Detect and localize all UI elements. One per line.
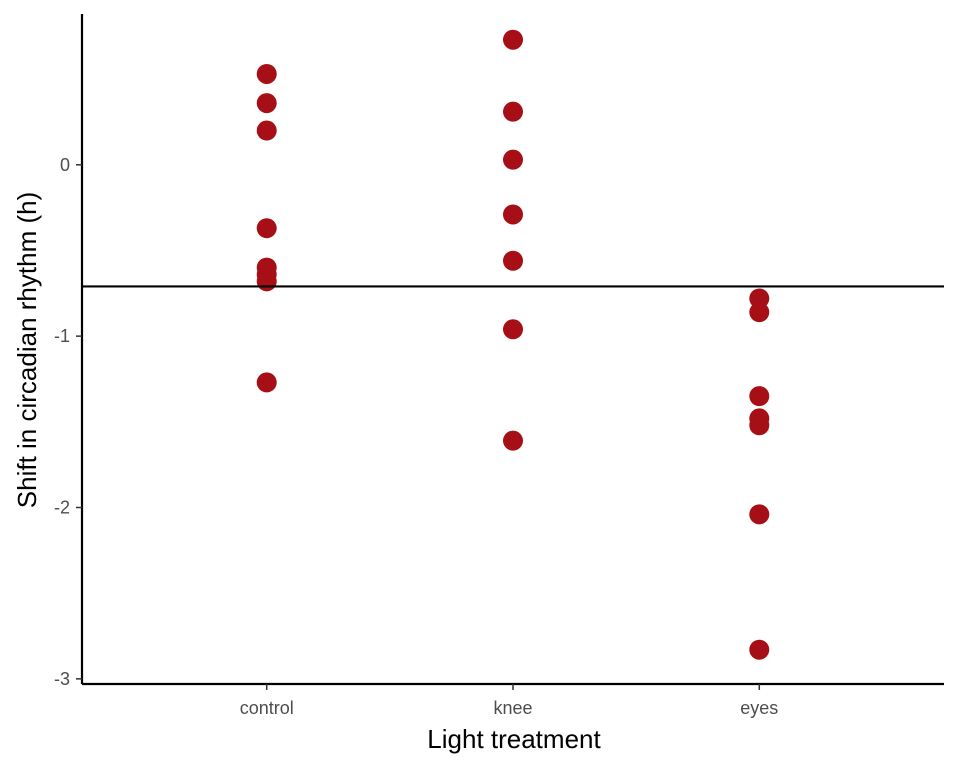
x-axis-title: Light treatment — [427, 724, 601, 754]
y-tick-label: -3 — [54, 669, 70, 689]
y-axis-title: Shift in circadian rhythm (h) — [12, 192, 42, 508]
y-tick-label: -1 — [54, 326, 70, 346]
data-point — [503, 250, 523, 271]
data-point — [749, 302, 770, 323]
data-point — [749, 639, 770, 660]
y-tick-label: 0 — [60, 155, 70, 175]
data-point — [503, 29, 523, 50]
data-point — [749, 415, 770, 436]
data-point — [503, 319, 523, 340]
y-tick-label: -2 — [54, 498, 70, 518]
data-point — [256, 120, 277, 141]
axes: -3 -2 -1 0 control knee eyes — [54, 14, 944, 718]
data-point — [503, 430, 523, 451]
data-point — [749, 386, 770, 407]
data-point — [256, 218, 277, 239]
data-point — [256, 93, 277, 114]
x-tick-label: control — [240, 698, 294, 718]
x-tick-label: knee — [493, 698, 532, 718]
data-point — [503, 204, 523, 225]
data-points — [256, 29, 770, 660]
data-point — [503, 101, 523, 122]
x-tick-label: eyes — [740, 698, 778, 718]
data-point — [749, 288, 770, 309]
data-point — [503, 149, 523, 170]
data-point — [256, 63, 277, 84]
data-point — [256, 372, 277, 393]
data-point — [256, 271, 277, 292]
data-point — [749, 504, 770, 525]
